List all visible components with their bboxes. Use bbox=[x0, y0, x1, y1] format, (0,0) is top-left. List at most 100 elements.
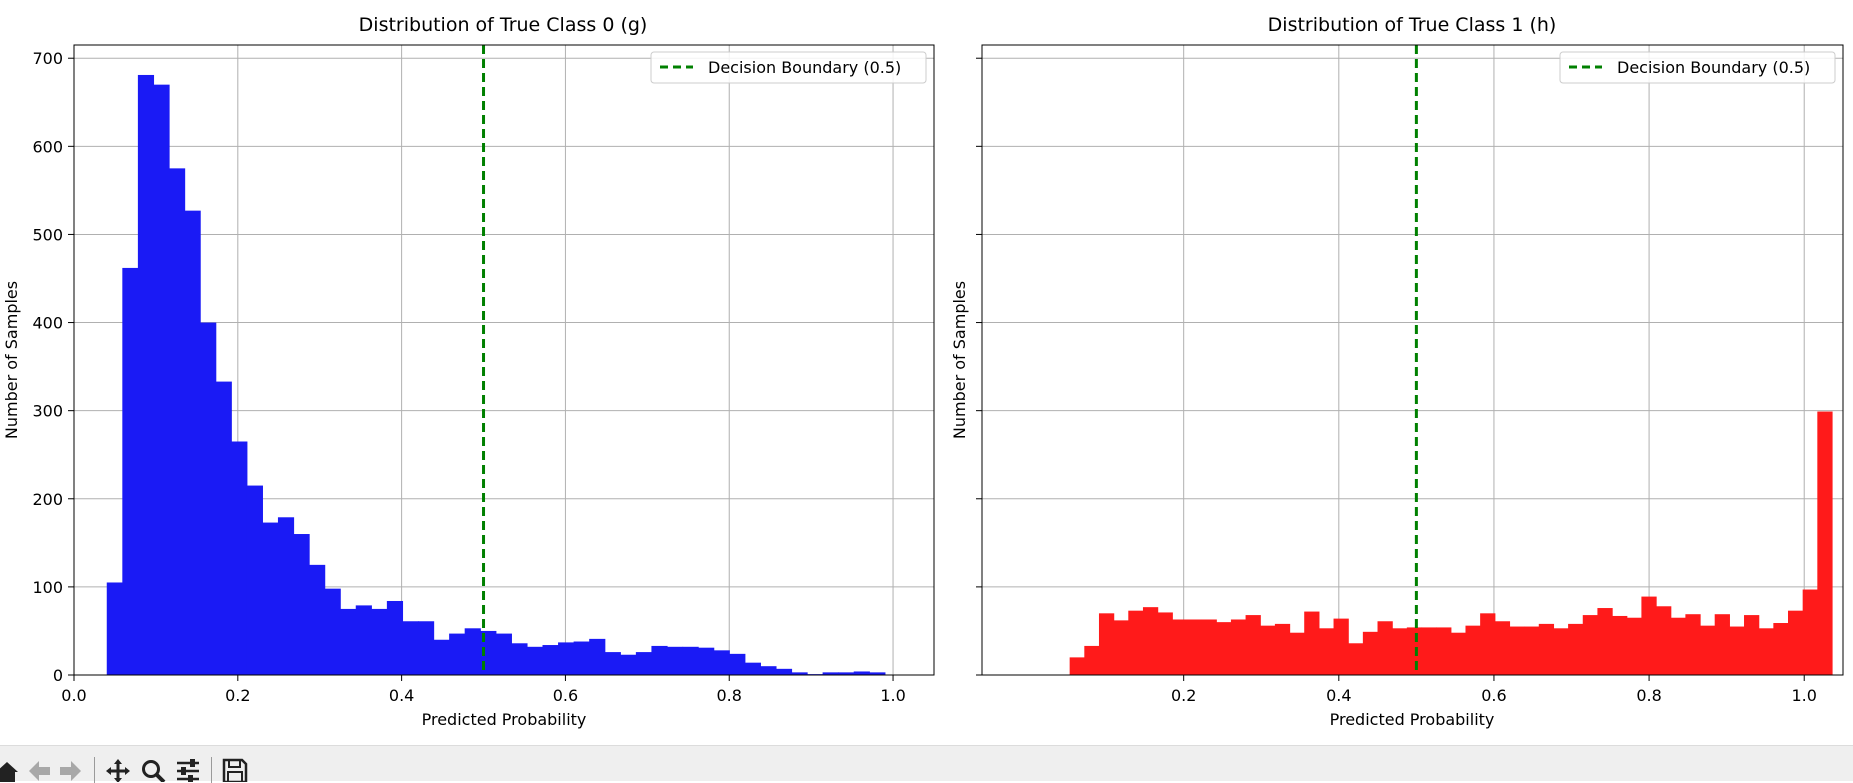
right-y-axis-label: Number of Samples bbox=[950, 281, 969, 439]
right-histogram-bar bbox=[1626, 617, 1643, 675]
left-legend: Decision Boundary (0.5) bbox=[650, 51, 927, 84]
toolbar-separator bbox=[211, 757, 212, 783]
toolbar-separator bbox=[94, 757, 95, 783]
left-histogram-bar bbox=[666, 646, 684, 675]
right-histogram-bar bbox=[1333, 618, 1349, 675]
right-axes: Distribution of True Class 1 (h) 0.2 0.4 0… bbox=[950, 14, 1844, 729]
configure-subplots-icon[interactable] bbox=[175, 758, 201, 782]
left-histogram-bar bbox=[822, 672, 839, 675]
left-histogram-bar bbox=[604, 652, 621, 675]
right-histogram-bar bbox=[1817, 411, 1833, 675]
left-histogram-bar bbox=[853, 671, 870, 675]
right-x-tick-label: 1.0 bbox=[1791, 686, 1816, 705]
left-legend-box bbox=[650, 51, 927, 84]
right-histogram-bar bbox=[1656, 606, 1672, 675]
right-histogram-bar bbox=[1186, 619, 1203, 675]
left-frame bbox=[73, 44, 935, 676]
left-histogram-bar bbox=[355, 605, 372, 675]
left-histogram-bar bbox=[589, 638, 606, 675]
right-y-ticks bbox=[976, 57, 982, 676]
left-y-tick-label: 100 bbox=[32, 578, 63, 597]
right-histogram-bar bbox=[1362, 631, 1379, 675]
right-histogram-bar bbox=[1377, 621, 1393, 675]
right-histogram-bar bbox=[1128, 610, 1144, 675]
left-histogram-bar bbox=[760, 666, 777, 675]
right-histogram-bar bbox=[1450, 632, 1467, 675]
navigation-toolbar bbox=[0, 745, 1853, 783]
forward-icon[interactable] bbox=[58, 758, 84, 782]
left-histogram-bar bbox=[558, 642, 575, 675]
right-histogram-bar bbox=[1509, 626, 1525, 675]
left-histogram-bar bbox=[340, 608, 357, 675]
right-x-tick-label: 0.4 bbox=[1326, 686, 1351, 705]
right-histogram-bar bbox=[1685, 614, 1701, 675]
right-histogram-bar bbox=[1597, 608, 1613, 675]
left-x-ticks: 0.0 0.2 0.4 0.6 0.8 1.0 bbox=[61, 675, 906, 705]
right-histogram-bar bbox=[1553, 628, 1569, 675]
right-histogram-bar bbox=[1157, 612, 1173, 675]
left-histogram-bar bbox=[246, 485, 263, 675]
right-histogram-bar bbox=[1113, 620, 1129, 675]
right-x-tick-label: 0.2 bbox=[1171, 686, 1196, 705]
left-histogram-bar bbox=[495, 633, 512, 675]
left-histogram-bar bbox=[526, 646, 544, 675]
right-histogram-bar bbox=[1670, 617, 1686, 675]
home-icon[interactable] bbox=[0, 758, 20, 782]
right-histogram-bar bbox=[1788, 610, 1804, 675]
right-x-tick-label: 0.8 bbox=[1636, 686, 1661, 705]
left-y-ticks: 0 100 200 300 400 500 600 700 bbox=[32, 49, 74, 685]
right-frame bbox=[981, 44, 1844, 676]
right-histogram-bar bbox=[1568, 623, 1584, 675]
left-x-tick-label: 1.0 bbox=[880, 686, 905, 705]
right-x-tick-label: 0.6 bbox=[1481, 686, 1506, 705]
right-histogram-bar bbox=[1245, 615, 1261, 675]
left-histogram-bar bbox=[651, 645, 668, 675]
right-histogram-bar bbox=[1582, 615, 1599, 675]
left-y-tick-label: 400 bbox=[32, 314, 63, 333]
right-histogram-bar bbox=[1480, 613, 1496, 675]
right-histogram-bar bbox=[1406, 627, 1423, 675]
left-histogram-bar bbox=[433, 639, 450, 675]
left-y-tick-label: 0 bbox=[53, 666, 63, 685]
right-legend-box bbox=[1559, 51, 1836, 84]
right-histogram-bar bbox=[1318, 628, 1335, 675]
left-histogram-bar bbox=[713, 650, 730, 675]
figure: Distribution of True Class 0 (g) 0.0 0.2 0… bbox=[2, 14, 1844, 729]
left-histogram-bar bbox=[200, 322, 217, 675]
right-bars bbox=[1069, 411, 1833, 675]
right-histogram-bar bbox=[1098, 613, 1115, 675]
left-histogram-bar bbox=[869, 672, 886, 675]
left-histogram-bar bbox=[744, 662, 761, 675]
right-histogram-bar bbox=[1641, 596, 1657, 675]
right-x-axis-label: Predicted Probability bbox=[1330, 710, 1495, 729]
left-histogram-bar bbox=[464, 628, 481, 675]
left-histogram-bar bbox=[386, 600, 404, 675]
left-histogram-bar bbox=[729, 653, 746, 675]
left-y-axis-label: Number of Samples bbox=[2, 281, 21, 439]
left-histogram-bar bbox=[184, 210, 201, 676]
left-histogram-bar bbox=[698, 647, 715, 675]
right-histogram-bar bbox=[1230, 619, 1247, 675]
right-x-ticks: 0.2 0.4 0.6 0.8 1.0 bbox=[1171, 675, 1817, 705]
left-y-tick-label: 300 bbox=[32, 402, 63, 421]
right-histogram-bar bbox=[1304, 611, 1320, 675]
left-x-tick-label: 0.0 bbox=[61, 686, 86, 705]
left-histogram-bar bbox=[838, 672, 855, 675]
right-grid bbox=[982, 45, 1843, 676]
zoom-icon[interactable] bbox=[140, 758, 166, 782]
pan-icon[interactable] bbox=[105, 758, 131, 782]
left-axes: Distribution of True Class 0 (g) 0.0 0.2 0… bbox=[2, 14, 935, 729]
right-histogram-bar bbox=[1758, 628, 1774, 675]
left-histogram-bar bbox=[153, 84, 170, 676]
left-histogram-bar bbox=[215, 381, 232, 675]
right-histogram-bar bbox=[1069, 657, 1085, 675]
left-y-tick-label: 700 bbox=[32, 49, 63, 68]
left-histogram-bar bbox=[791, 672, 808, 675]
right-histogram-bar bbox=[1260, 625, 1276, 675]
left-histogram-bar bbox=[573, 641, 590, 675]
save-icon[interactable] bbox=[222, 758, 248, 782]
back-icon[interactable] bbox=[26, 758, 52, 782]
left-histogram-bar bbox=[293, 534, 310, 675]
left-histogram-bar bbox=[418, 621, 435, 675]
right-histogram-bar bbox=[1216, 622, 1232, 675]
